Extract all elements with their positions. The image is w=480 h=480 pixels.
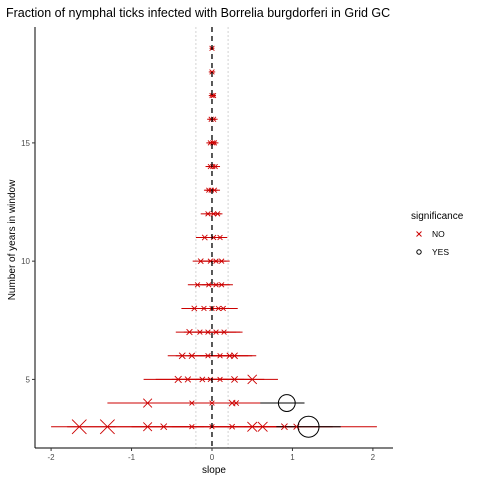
nonsignificant-point [213, 329, 219, 335]
nonsignificant-point [233, 400, 240, 407]
nonsignificant-point [209, 400, 215, 406]
nonsignificant-point [231, 375, 238, 383]
nonsignificant-point [211, 140, 218, 146]
nonsignificant-point [206, 187, 212, 193]
legend-label-yes: YES [432, 247, 449, 257]
x-tick-label: 1 [290, 453, 295, 462]
nonsignificant-point [210, 163, 216, 170]
nonsignificant-point [229, 423, 236, 430]
nonsignificant-point [218, 282, 225, 288]
nonsignificant-point [205, 211, 211, 217]
nonsignificant-point [205, 329, 211, 335]
chart-title: Fraction of nymphal ticks infected with … [6, 6, 390, 20]
nonsignificant-point [201, 305, 207, 312]
x-axis-title: slope [202, 465, 226, 476]
nonsignificant-point [189, 400, 195, 406]
nonsignificant-point [142, 422, 153, 432]
nonsignificant-point [218, 258, 225, 264]
nonsignificant-point [217, 376, 223, 383]
nonsignificant-point [184, 376, 192, 383]
nonsignificant-point [231, 352, 238, 360]
legend-title: significance [411, 211, 464, 222]
nonsignificant-point [178, 352, 186, 360]
nonsignificant-point [197, 258, 204, 265]
nonsignificant-point [280, 423, 288, 431]
nonsignificant-point [221, 329, 227, 335]
plot-area [51, 27, 377, 448]
nonsignificant-point [212, 163, 218, 170]
legend-label-no: NO [432, 229, 445, 239]
nonsignificant-point [213, 258, 219, 264]
nonsignificant-point [217, 353, 223, 359]
nonsignificant-point [206, 282, 212, 288]
nonsignificant-point [201, 234, 208, 241]
nonsignificant-point [142, 398, 153, 408]
nonsignificant-point [247, 421, 258, 432]
nonsignificant-point [215, 305, 222, 312]
nonsignificant-point [214, 211, 221, 217]
significant-point [277, 394, 296, 412]
nonsignificant-point [213, 282, 219, 288]
legend-entry-yes: YES [416, 247, 449, 257]
nonsignificant-point [209, 69, 215, 75]
nonsignificant-point [220, 305, 226, 312]
nonsignificant-point [99, 419, 115, 435]
y-axis-title: Number of years in window [7, 179, 18, 300]
x-tick-label: 0 [210, 453, 215, 462]
y-tick-label: 5 [26, 375, 31, 384]
y-tick-label: 15 [21, 139, 30, 148]
nonsignificant-point [211, 187, 218, 193]
nonsignificant-point [189, 423, 195, 430]
nonsignificant-point [257, 421, 268, 432]
nonsignificant-point [188, 352, 196, 359]
nonsignificant-point [247, 374, 258, 385]
nonsignificant-point [209, 92, 215, 99]
legend-circle-marker-icon [416, 249, 422, 255]
nonsignificant-point [186, 328, 193, 336]
legend: significance NO YES [411, 211, 464, 257]
x-tick-label: 2 [371, 453, 376, 462]
nonsignificant-point [226, 352, 233, 359]
nonsignificant-point [194, 282, 201, 288]
nonsignificant-point [160, 423, 168, 431]
significant-point [297, 415, 320, 438]
legend-entry-no: NO [416, 229, 445, 239]
x-ticks: -2 -1 0 1 2 [48, 448, 376, 462]
nonsignificant-point [199, 376, 206, 383]
nonsignificant-point [191, 305, 198, 312]
legend-x-marker-icon [416, 231, 422, 237]
x-tick-label: -2 [48, 453, 56, 462]
nonsignificant-point [71, 419, 87, 435]
nonsignificant-point [205, 353, 211, 359]
nonsignificant-point [217, 234, 223, 241]
nonsignificant-point [210, 211, 217, 217]
y-ticks: 5 10 15 [21, 139, 35, 384]
nonsignificant-point [197, 329, 203, 335]
x-tick-label: -1 [128, 453, 136, 462]
nonsignificant-point [210, 140, 216, 146]
y-tick-label: 10 [21, 257, 30, 266]
nonsignificant-point [174, 375, 182, 384]
nonsignificant-point [208, 116, 214, 122]
